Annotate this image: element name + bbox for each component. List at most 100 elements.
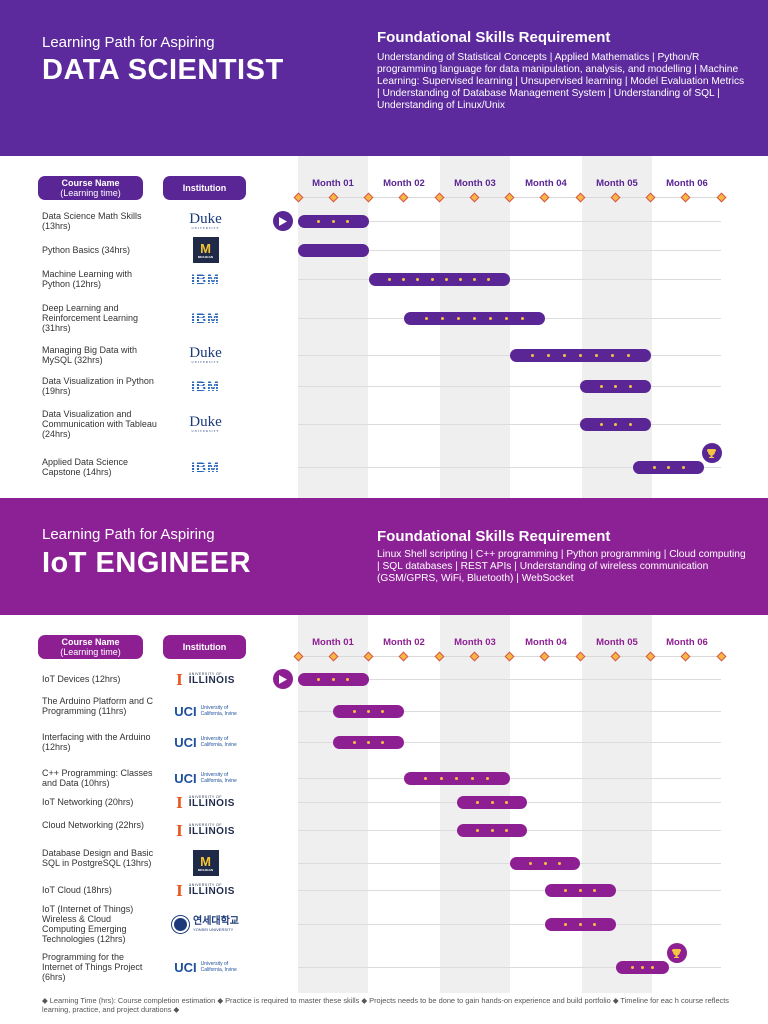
michigan-block-m: M [200, 853, 211, 869]
institution-header: Institution [163, 176, 246, 200]
illinois-wordmark: UNIVERSITY OF ILLINOIS [189, 823, 235, 837]
illinois-name: ILLINOIS [188, 826, 235, 837]
institution-logo: Duke UNIVERSITY [163, 410, 248, 438]
progress-dot [490, 800, 494, 804]
course-duration-bar [333, 735, 404, 749]
month-label: Month 06 [666, 637, 708, 648]
michigan-subtext: MICHIGAN [197, 254, 214, 259]
progress-dot [529, 861, 533, 865]
institution-logo: 연세대학교 YONSEI UNIVERSITY [163, 910, 248, 938]
illinois-i-icon: I [176, 792, 183, 812]
learning-time-header-label: (Learning time) [60, 647, 121, 657]
illinois-logo: I UNIVERSITY OF ILLINOIS [176, 822, 235, 839]
row-guide-line [298, 355, 721, 356]
month-label: Month 04 [525, 178, 567, 189]
uci-logo: UCI University of California, Irvine [174, 960, 237, 975]
course-name: Managing Big Data with MySQL (32hrs) [42, 345, 138, 365]
month-column-bg [440, 156, 510, 498]
progress-dot [593, 922, 597, 926]
course-name: Machine Learning with Python (12hrs) [42, 269, 133, 289]
yonsei-wordmark: 연세대학교 YONSEI UNIVERSITY [193, 916, 239, 932]
course-duration-bar [545, 883, 616, 897]
course-name: IoT Networking (20hrs) [42, 797, 134, 807]
progress-dot [424, 316, 428, 320]
progress-dot [530, 353, 534, 357]
row-guide-line [298, 250, 721, 251]
duke-wordmark: Duke [189, 344, 222, 361]
month-column-bg [582, 615, 652, 993]
course-name: Python Basics (34hrs) [42, 245, 131, 255]
course-duration-bar [545, 917, 616, 931]
progress-dot [593, 888, 597, 892]
uci-wordmark: UCI [174, 959, 197, 975]
institution-logo: IBM [163, 453, 248, 481]
row-guide-line [298, 863, 721, 864]
duke-logo: Duke UNIVERSITY [189, 211, 222, 230]
progress-dot [317, 219, 321, 223]
row-guide-line [298, 967, 721, 968]
row-guide-line [298, 742, 721, 743]
month-label: Month 02 [383, 637, 425, 648]
course-duration-bar [580, 379, 651, 393]
course-duration-bar [633, 460, 704, 474]
ds-timeline: Course Name (Learning time) Institution Mon… [0, 156, 768, 498]
progress-dot [490, 828, 494, 832]
duke-subtext: UNIVERSITY [191, 359, 220, 364]
ds-skills-title: Foundational Skills Requirement [377, 29, 611, 46]
illinois-name: ILLINOIS [188, 886, 235, 897]
footnote: ◆ Learning Time (hrs): Course completion… [42, 996, 729, 1014]
course-name: IoT (Internet of Things) Wireless & Clou… [42, 904, 134, 944]
iot-timeline: Course Name (Learning time) Institution Mon… [0, 615, 768, 993]
progress-dot [488, 316, 492, 320]
illinois-logo: I UNIVERSITY OF ILLINOIS [176, 671, 235, 688]
illinois-name: ILLINOIS [188, 798, 235, 809]
ibm-logo: IBM [191, 271, 220, 287]
progress-dot [440, 316, 444, 320]
course-name: Interfacing with the Arduino (12hrs) [42, 732, 151, 752]
uci-sub-line2: California, Irvine [200, 967, 237, 973]
progress-dot [628, 422, 632, 426]
progress-dot [367, 740, 371, 744]
progress-dot [630, 965, 634, 969]
progress-dot [599, 384, 603, 388]
course-name: Data Science Math Skills (13hrs) [42, 211, 142, 231]
progress-dot [546, 353, 550, 357]
course-duration-bar [403, 311, 546, 325]
course-name: Data Visualization in Python (19hrs) [42, 376, 154, 396]
illinois-i-icon: I [176, 820, 183, 840]
progress-dot [628, 384, 632, 388]
progress-dot [381, 709, 385, 713]
progress-dot [459, 277, 462, 281]
course-name: IoT Cloud (18hrs) [42, 885, 112, 895]
course-name-header-label: Course Name [61, 178, 120, 188]
ibm-logo: IBM [191, 378, 220, 394]
illinois-subtext: UNIVERSITY OF [188, 672, 222, 676]
iot-subtitle: Learning Path for Aspiring [42, 526, 215, 543]
institution-header-label: Institution [182, 183, 227, 193]
ds-subtitle: Learning Path for Aspiring [42, 34, 215, 51]
row-guide-line [298, 711, 721, 712]
progress-dot [578, 922, 582, 926]
course-duration-bar [456, 823, 528, 837]
duke-wordmark: Duke [189, 413, 222, 430]
course-duration-bar [333, 704, 404, 718]
uci-sub-line2: California, Irvine [200, 742, 237, 748]
timeline-diamond-icon [680, 192, 691, 202]
progress-dot [455, 776, 459, 780]
yonsei-seal-icon [172, 915, 189, 933]
uci-logo: UCI University of California, Irvine [174, 704, 237, 719]
course-duration-bar [615, 960, 669, 974]
month-label: Month 06 [666, 178, 708, 189]
row-guide-line [298, 924, 721, 925]
institution-logo: IBM [163, 304, 248, 332]
ibm-logo: IBM [191, 459, 220, 475]
progress-dot [486, 776, 490, 780]
ibm-logo: IBM [191, 310, 220, 326]
uci-sub-line1: University of [200, 772, 229, 778]
uci-subtext: University of California, Irvine [201, 705, 237, 717]
timeline-diamond-icon [539, 651, 550, 661]
learning-time-header-label: (Learning time) [60, 188, 121, 198]
progress-dot [430, 277, 434, 281]
iot-title: IoT ENGINEER [42, 547, 252, 579]
uci-wordmark: UCI [174, 770, 197, 786]
